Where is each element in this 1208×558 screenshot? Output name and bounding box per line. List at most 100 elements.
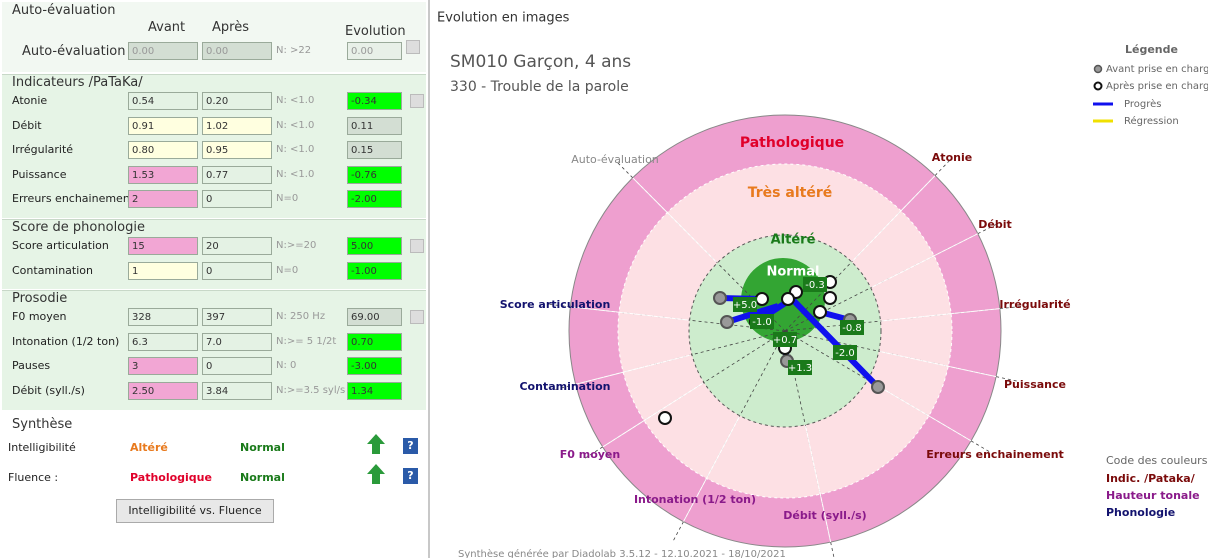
value-field: 0.80 <box>128 141 198 160</box>
axis-label: Contamination <box>519 380 610 393</box>
row-label: Pauses <box>12 359 51 373</box>
zone-label: Pathologique <box>740 135 844 151</box>
after-point <box>813 305 827 319</box>
row-label: Intonation (1/2 ton) <box>12 334 120 348</box>
synthesis-label: Fluence : <box>8 470 59 484</box>
evolution-label: -0.3 <box>805 280 825 291</box>
after-point <box>781 292 795 306</box>
value-field: 5.00 <box>347 237 402 255</box>
progress-arrow <box>367 463 385 484</box>
value-field: 69.00 <box>347 308 402 327</box>
value-field: 1.34 <box>347 382 402 400</box>
evolution-badge <box>750 314 774 329</box>
value-field: -0.76 <box>347 165 402 184</box>
norm-text: N:>=3.5 syl/s <box>276 385 346 396</box>
help-button[interactable]: ? <box>403 437 418 454</box>
color-code-title: Code des couleurs <box>1106 454 1208 467</box>
row-label: Atonie <box>12 94 48 107</box>
value-field: 0.20 <box>202 92 272 110</box>
ring-border <box>617 163 953 499</box>
axis-label: Erreurs enchainement <box>926 448 1064 461</box>
evolution-label: -2.0 <box>835 348 855 359</box>
value-field: 0.15 <box>347 141 402 160</box>
legend-title: Légende <box>1125 43 1178 56</box>
value-field: 1 <box>128 261 198 280</box>
axis-label: F0 moyen <box>560 448 620 461</box>
value-field: 0.70 <box>347 332 402 351</box>
before-point <box>720 315 734 329</box>
evolution-badge <box>840 320 864 335</box>
help-button[interactable]: ? <box>403 467 418 484</box>
synthesis-after: Normal <box>240 440 285 454</box>
value-field: 0.11 <box>347 116 402 135</box>
axis-separator <box>879 350 997 378</box>
patient-title: SM010 Garçon, 4 ans <box>450 52 631 72</box>
value-field: 0.95 <box>202 141 272 160</box>
row-label: Irrégularité <box>12 143 74 157</box>
legend-item: Après prise en charg <box>1106 80 1208 92</box>
norm-text: N: <1.0 <box>276 119 315 131</box>
panel-header: Evolution en images <box>437 11 570 26</box>
axis-separator <box>868 379 972 442</box>
section-bg <box>2 2 426 72</box>
axis-label: Intonation (1/2 ton) <box>634 493 756 506</box>
evolution-label: +0.7 <box>773 335 797 346</box>
norm-text: N: 250 Hz <box>276 311 326 323</box>
axis-separator <box>632 177 717 263</box>
value-field: -3.00 <box>347 357 402 376</box>
row-label: Puissance <box>12 167 67 181</box>
before-point <box>713 291 727 305</box>
zone-label: Normal <box>767 265 820 280</box>
axis-label: Irrégularité <box>999 298 1070 311</box>
value-field: 0 <box>202 261 272 280</box>
axis-label: Atonie <box>932 151 972 164</box>
evolution-label: +5.0 <box>733 300 757 311</box>
legend-icon <box>1093 64 1103 74</box>
evolution-badge <box>833 345 857 360</box>
norm-text: N:>=20 <box>276 240 317 251</box>
norm-text: N: >22 <box>276 45 312 56</box>
button[interactable]: Intelligibilité vs. Fluence <box>116 498 274 523</box>
norm-text: N: <1.0 <box>276 144 315 156</box>
value-field: 0.54 <box>128 92 198 110</box>
value-field: 0.77 <box>202 165 272 184</box>
after-point <box>658 411 672 425</box>
legend-item: Progrès <box>1124 98 1161 110</box>
patient-subtitle: 330 - Trouble de la parole <box>450 79 629 95</box>
column-header: Evolution <box>345 24 406 39</box>
section-title: Score de phonologie <box>12 220 145 235</box>
value-field: 1.53 <box>128 165 198 184</box>
value-field: 6.3 <box>128 332 198 351</box>
evolution-label: -0.8 <box>842 323 862 334</box>
axis-label: Débit <box>978 218 1012 231</box>
row-label: F0 moyen <box>12 310 67 324</box>
value-field: -0.34 <box>347 92 402 110</box>
after-point <box>823 291 837 305</box>
value-field: 0.00 <box>128 42 198 60</box>
row-label: Score articulation <box>12 239 109 252</box>
axis-separator <box>805 425 832 543</box>
section-title: Prosodie <box>12 291 68 307</box>
norm-text: N=0 <box>276 193 299 205</box>
legend-icon <box>1093 81 1103 91</box>
synthesis-before: Altéré <box>130 440 168 454</box>
legend-item: Régression <box>1124 115 1179 127</box>
synthesis-after: Normal <box>240 470 285 484</box>
value-field: -1.00 <box>347 261 402 280</box>
axis-label: Puissance <box>1004 378 1066 391</box>
norm-text: N: <1.0 <box>276 168 315 180</box>
axis-label: Score articulation <box>500 298 611 311</box>
norm-text: N=0 <box>276 264 299 276</box>
column-header: Après <box>212 20 249 35</box>
value-field: 0.00 <box>202 42 272 60</box>
value-field: 0.91 <box>128 116 198 135</box>
value-field: 1.02 <box>202 116 272 135</box>
evolution-badge <box>773 332 797 347</box>
value-field: 0.00 <box>347 42 402 60</box>
row-label: Débit (syll./s) <box>12 384 85 397</box>
row-label: Auto-évaluation <box>22 44 126 59</box>
progress-arrow <box>367 433 385 454</box>
mini-icon <box>410 310 424 325</box>
axis-separator <box>575 354 692 385</box>
